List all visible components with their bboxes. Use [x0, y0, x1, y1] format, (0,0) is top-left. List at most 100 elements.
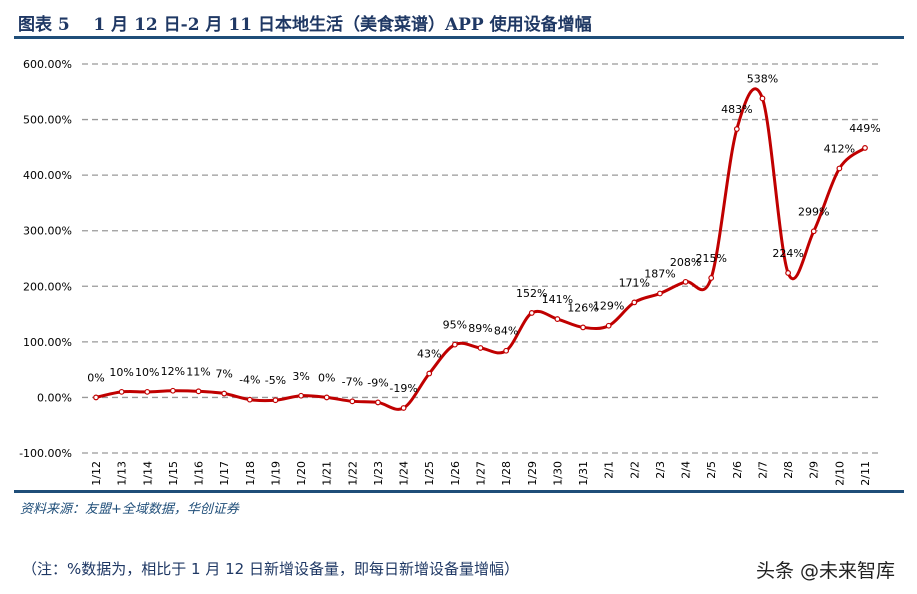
x-tick-label: 1/30 [551, 461, 564, 486]
data-point [580, 324, 586, 331]
data-point [503, 347, 510, 354]
title-rule [14, 36, 904, 39]
x-tick-label: 2/11 [859, 461, 872, 486]
x-tick-label: 1/21 [321, 461, 334, 486]
y-tick-label: 100.00% [23, 336, 72, 349]
data-point [195, 388, 202, 395]
x-tick-label: 1/31 [577, 461, 590, 486]
data-point [221, 390, 228, 397]
data-label: -5% [265, 374, 286, 387]
data-point [759, 95, 766, 102]
data-point [375, 399, 381, 406]
footnote: （注：%数据为，相比于 1 月 12 日新增设备量，即每日新增设备量增幅） [22, 560, 519, 578]
x-tick-label: 1/25 [423, 461, 436, 486]
y-tick-label: 0.00% [37, 391, 72, 404]
data-label: 215% [695, 252, 726, 265]
data-point [631, 299, 638, 306]
data-point [708, 275, 715, 281]
x-tick-label: 1/23 [372, 461, 385, 486]
data-point [426, 370, 433, 377]
data-point [836, 165, 843, 172]
data-point [144, 388, 151, 395]
x-tick-label: 2/6 [731, 461, 744, 479]
data-point [93, 394, 99, 401]
x-tick-label: 1/19 [269, 461, 282, 486]
data-label: 224% [772, 247, 803, 260]
x-tick-label: 1/14 [141, 461, 154, 486]
source-note: 资料来源：友盟+全域数据，华创证券 [20, 502, 239, 517]
data-label: 10% [109, 366, 133, 379]
data-label: -19% [389, 382, 417, 395]
x-tick-label: 1/16 [193, 461, 206, 486]
bottom-rule [14, 490, 904, 493]
data-label: 84% [494, 325, 518, 338]
data-point [682, 278, 689, 285]
data-point [169, 387, 176, 394]
data-point [451, 341, 458, 348]
data-point [862, 145, 868, 151]
y-tick-label: 400.00% [23, 169, 72, 182]
data-point [554, 316, 561, 322]
data-point [657, 290, 663, 297]
data-label: 43% [417, 348, 441, 361]
x-tick-label: 2/3 [654, 461, 667, 479]
x-tick-label: 2/8 [782, 461, 795, 479]
data-label: 538% [747, 72, 778, 85]
x-tick-label: 1/15 [167, 461, 180, 486]
y-tick-label: -100.00% [19, 447, 72, 460]
x-tick-label: 2/4 [680, 461, 693, 479]
data-label: -9% [367, 376, 388, 389]
data-label: 7% [215, 368, 232, 381]
data-point [605, 322, 612, 329]
data-point [246, 396, 253, 403]
data-point [272, 397, 279, 404]
data-label: 152% [516, 287, 547, 300]
data-label: 3% [292, 370, 309, 383]
data-label: -7% [342, 375, 363, 388]
x-tick-label: 1/28 [500, 461, 513, 486]
data-label: 89% [468, 322, 492, 335]
data-point [349, 398, 356, 405]
series-line [95, 87, 866, 411]
y-tick-label: 600.00% [23, 58, 72, 71]
x-tick-label: 1/29 [526, 461, 539, 486]
data-label: 95% [443, 319, 467, 332]
data-label: 187% [644, 268, 675, 281]
x-tick-label: 2/10 [833, 461, 846, 486]
data-label: 208% [670, 256, 701, 269]
data-label: 0% [87, 371, 104, 384]
data-point [477, 345, 484, 351]
data-label: 12% [161, 365, 185, 378]
x-tick-label: 2/1 [603, 461, 616, 479]
data-label: 412% [824, 142, 855, 155]
x-tick-label: 1/24 [398, 461, 411, 486]
data-label: 11% [186, 365, 210, 378]
data-point [733, 126, 740, 132]
data-label: 299% [798, 205, 829, 218]
data-label: 483% [721, 103, 752, 116]
x-tick-label: 2/9 [808, 461, 821, 479]
data-point [528, 310, 535, 316]
x-tick-label: 2/5 [705, 461, 718, 479]
data-point [400, 405, 407, 411]
data-point [785, 270, 791, 276]
data-label: 129% [593, 300, 624, 313]
watermark: 头条 @未来智库 [755, 560, 895, 582]
data-label: 141% [542, 293, 573, 306]
data-point [323, 394, 330, 401]
y-tick-label: 200.00% [23, 280, 72, 293]
data-label: 171% [619, 276, 650, 289]
y-tick-label: 500.00% [23, 114, 72, 127]
data-point [118, 388, 125, 395]
data-point [810, 228, 817, 235]
x-tick-label: 1/20 [295, 461, 308, 486]
data-label: 126% [567, 301, 598, 314]
x-tick-label: 1/12 [90, 461, 103, 486]
data-label: 10% [135, 366, 159, 379]
x-tick-label: 1/27 [475, 461, 488, 486]
data-label: 0% [318, 371, 335, 384]
data-label: 449% [849, 122, 880, 135]
x-tick-label: 2/2 [628, 461, 641, 479]
x-tick-label: 1/26 [449, 461, 462, 486]
